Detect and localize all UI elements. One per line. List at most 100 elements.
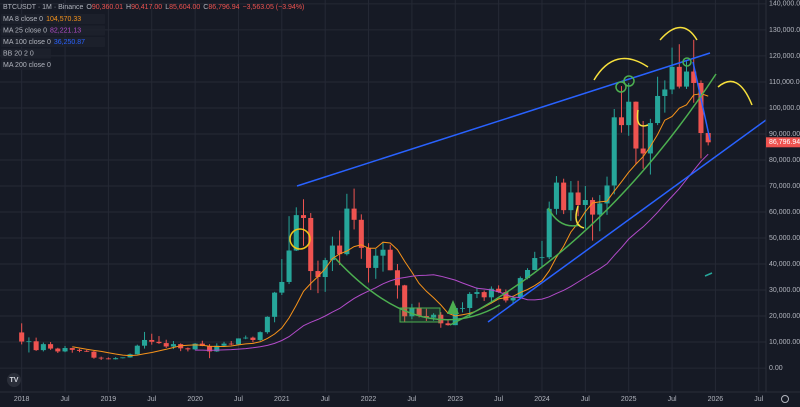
candle-body <box>539 257 545 259</box>
change: −3,563.05 (−3.94%) <box>243 4 305 11</box>
ohlc-value: 90,417.00 <box>131 4 162 11</box>
candle-body <box>546 208 552 258</box>
candle-body <box>300 215 307 218</box>
arc <box>575 205 585 229</box>
legend-row-bg <box>1 25 105 36</box>
circle <box>289 228 311 250</box>
candle-body <box>105 358 111 360</box>
candle-body <box>170 344 176 347</box>
legend: BTCUSDT · 1M · Binance O90,360.01 H90,417.… <box>1 4 304 70</box>
ohlc-value: 90,360.01 <box>92 4 123 11</box>
curve <box>334 257 501 321</box>
y-tick-label: 30,000.00 <box>769 287 800 294</box>
candle-body <box>163 343 169 347</box>
candle-body <box>669 66 675 90</box>
candle-body <box>19 332 25 342</box>
candle-body <box>590 200 596 215</box>
candle-body <box>84 350 90 352</box>
y-tick-label: 90,000.00 <box>769 131 800 138</box>
drawings <box>289 26 767 326</box>
legend-row-bg <box>1 48 51 59</box>
arrow <box>447 300 459 314</box>
trend-line <box>296 52 711 187</box>
candle-body <box>568 192 574 211</box>
candle-body <box>257 332 263 340</box>
y-tick-label: 50,000.00 <box>769 235 800 242</box>
candle-body <box>185 348 191 350</box>
candle-body <box>633 101 639 149</box>
candle-body <box>474 292 480 294</box>
candle-body <box>409 307 415 317</box>
candle-body <box>459 307 466 309</box>
x-tick-label: 2022 <box>361 396 377 403</box>
candle-body <box>141 339 148 346</box>
legend-row: MA 100 close 0 36,250.87 <box>3 39 85 46</box>
candle-body <box>221 343 227 346</box>
candle-body <box>214 345 220 352</box>
candle-body <box>315 271 321 278</box>
candle-body <box>91 351 97 358</box>
x-tick-label: Jul <box>581 396 590 403</box>
candle-body <box>655 95 661 124</box>
candle-body <box>496 288 502 293</box>
circle <box>615 81 627 93</box>
candle-body <box>604 185 610 204</box>
x-tick-label: 2021 <box>274 396 290 403</box>
legend-row: BB 20 2 0 <box>3 50 34 57</box>
candle-body <box>62 348 68 352</box>
candle-body <box>207 345 213 352</box>
circle <box>682 57 692 67</box>
candle-body <box>33 341 39 351</box>
candle-body <box>532 258 538 271</box>
candle-body <box>423 316 429 318</box>
candle-body <box>243 337 249 339</box>
candle-body <box>69 348 75 350</box>
candle-body <box>279 281 285 293</box>
candle-body <box>228 343 234 345</box>
x-tick-label: 2023 <box>447 396 463 403</box>
y-tick-label: 70,000.00 <box>769 183 800 190</box>
legend-row-bg <box>1 37 105 47</box>
candle-body <box>575 192 581 205</box>
candle-body <box>676 66 682 87</box>
ma-line <box>72 93 709 357</box>
arc <box>636 109 649 127</box>
curve <box>449 73 717 326</box>
legend-row-bg <box>1 14 105 24</box>
settings-icon[interactable] <box>781 395 789 403</box>
candle-body <box>250 337 256 340</box>
candle-body <box>351 208 357 220</box>
arc <box>659 26 698 41</box>
candle-body <box>467 293 473 308</box>
ohlc-value: 86,796.94 <box>208 4 239 11</box>
candle-body <box>705 133 711 143</box>
legend-value: 104,570.33 <box>46 16 81 23</box>
candle-body <box>192 343 198 350</box>
last-price-box <box>766 137 800 148</box>
candle-body <box>98 357 104 359</box>
candle-body <box>481 292 487 298</box>
candle-body <box>626 101 632 126</box>
legend-name: BB 20 2 0 <box>3 50 34 57</box>
candle-body <box>380 249 386 256</box>
legend-row: MA 200 close 0 <box>3 62 51 69</box>
x-tick-label: Jul <box>321 396 330 403</box>
candle-body <box>358 219 364 248</box>
svg-text:TV: TV <box>10 377 19 384</box>
candle-body <box>286 250 292 282</box>
candle-body <box>329 245 335 261</box>
candle-body <box>235 338 242 345</box>
legend-value: 36,250.87 <box>54 39 85 46</box>
candle-body <box>120 357 126 359</box>
candle-body <box>366 247 372 268</box>
y-tick-label: 100,000.00 <box>769 105 800 112</box>
circle <box>623 75 635 87</box>
x-tick-label: Jul <box>754 396 763 403</box>
symbol: BTCUSDT · 1M · Binance <box>3 4 83 11</box>
x-tick-label: Jul <box>61 396 70 403</box>
x-tick-label: 2026 <box>708 396 724 403</box>
candle-body <box>402 285 408 317</box>
